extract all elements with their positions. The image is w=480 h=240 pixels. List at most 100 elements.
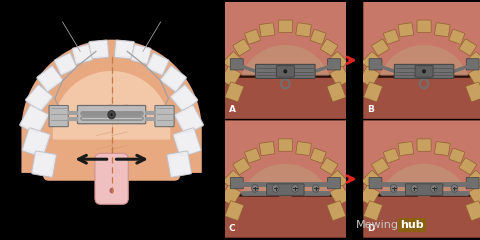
FancyBboxPatch shape — [160, 66, 186, 92]
Text: A: A — [229, 105, 236, 114]
FancyBboxPatch shape — [20, 105, 48, 135]
FancyBboxPatch shape — [398, 23, 414, 37]
FancyBboxPatch shape — [359, 185, 380, 206]
FancyBboxPatch shape — [72, 44, 92, 64]
FancyBboxPatch shape — [372, 158, 389, 174]
FancyBboxPatch shape — [225, 82, 244, 102]
FancyBboxPatch shape — [259, 23, 275, 37]
Ellipse shape — [431, 185, 437, 192]
FancyBboxPatch shape — [466, 82, 480, 102]
FancyBboxPatch shape — [256, 64, 315, 78]
FancyBboxPatch shape — [468, 66, 480, 87]
FancyBboxPatch shape — [89, 40, 109, 59]
FancyBboxPatch shape — [468, 185, 480, 206]
FancyBboxPatch shape — [225, 197, 346, 238]
FancyBboxPatch shape — [233, 158, 251, 174]
FancyBboxPatch shape — [296, 23, 312, 37]
FancyBboxPatch shape — [49, 106, 68, 127]
FancyBboxPatch shape — [364, 201, 383, 221]
FancyBboxPatch shape — [327, 52, 348, 71]
FancyBboxPatch shape — [372, 39, 389, 56]
Polygon shape — [224, 120, 347, 193]
Ellipse shape — [109, 188, 114, 193]
Polygon shape — [380, 164, 468, 208]
FancyBboxPatch shape — [320, 39, 338, 56]
FancyBboxPatch shape — [245, 148, 261, 163]
FancyBboxPatch shape — [449, 29, 465, 44]
FancyBboxPatch shape — [276, 66, 294, 77]
FancyBboxPatch shape — [225, 201, 244, 221]
FancyBboxPatch shape — [415, 66, 433, 77]
Ellipse shape — [422, 70, 426, 73]
FancyBboxPatch shape — [230, 59, 243, 70]
Text: D: D — [368, 224, 375, 233]
FancyBboxPatch shape — [225, 78, 346, 119]
Ellipse shape — [252, 185, 258, 192]
Ellipse shape — [312, 185, 319, 192]
FancyBboxPatch shape — [384, 29, 399, 44]
FancyBboxPatch shape — [25, 85, 53, 112]
FancyBboxPatch shape — [233, 39, 251, 56]
FancyBboxPatch shape — [95, 153, 128, 204]
FancyBboxPatch shape — [417, 20, 431, 32]
FancyBboxPatch shape — [369, 59, 382, 70]
FancyBboxPatch shape — [167, 151, 192, 177]
FancyBboxPatch shape — [245, 29, 261, 44]
Polygon shape — [380, 45, 468, 90]
FancyBboxPatch shape — [220, 66, 241, 87]
FancyBboxPatch shape — [362, 52, 382, 71]
Ellipse shape — [284, 70, 287, 73]
Ellipse shape — [108, 111, 115, 119]
FancyBboxPatch shape — [327, 59, 340, 70]
FancyBboxPatch shape — [220, 185, 241, 206]
FancyBboxPatch shape — [330, 66, 350, 87]
FancyBboxPatch shape — [310, 148, 326, 163]
Ellipse shape — [272, 185, 279, 192]
FancyBboxPatch shape — [466, 170, 480, 190]
FancyBboxPatch shape — [320, 158, 338, 174]
FancyBboxPatch shape — [369, 178, 382, 189]
FancyBboxPatch shape — [146, 53, 169, 75]
Ellipse shape — [292, 185, 299, 192]
FancyBboxPatch shape — [434, 142, 450, 156]
FancyBboxPatch shape — [406, 184, 443, 195]
Polygon shape — [241, 45, 329, 90]
FancyBboxPatch shape — [466, 59, 479, 70]
FancyBboxPatch shape — [466, 178, 479, 189]
FancyBboxPatch shape — [77, 106, 146, 124]
FancyBboxPatch shape — [170, 85, 198, 112]
FancyBboxPatch shape — [155, 106, 174, 127]
FancyBboxPatch shape — [223, 170, 243, 190]
FancyBboxPatch shape — [43, 140, 180, 181]
FancyBboxPatch shape — [278, 20, 292, 32]
FancyBboxPatch shape — [362, 170, 382, 190]
FancyBboxPatch shape — [327, 178, 340, 189]
FancyBboxPatch shape — [330, 185, 350, 206]
FancyBboxPatch shape — [363, 78, 480, 119]
FancyBboxPatch shape — [327, 170, 348, 190]
Polygon shape — [363, 2, 480, 74]
FancyBboxPatch shape — [466, 52, 480, 71]
Text: B: B — [368, 105, 374, 114]
Polygon shape — [363, 120, 480, 193]
Text: C: C — [229, 224, 236, 233]
FancyBboxPatch shape — [417, 139, 431, 151]
FancyBboxPatch shape — [54, 53, 77, 75]
Text: hub: hub — [400, 220, 424, 230]
Polygon shape — [224, 2, 347, 74]
FancyBboxPatch shape — [296, 142, 312, 156]
FancyBboxPatch shape — [259, 142, 275, 156]
FancyBboxPatch shape — [449, 148, 465, 163]
FancyBboxPatch shape — [278, 139, 292, 151]
FancyBboxPatch shape — [466, 201, 480, 221]
FancyBboxPatch shape — [459, 39, 477, 56]
FancyBboxPatch shape — [32, 151, 56, 177]
Ellipse shape — [390, 185, 397, 192]
FancyBboxPatch shape — [22, 128, 50, 157]
FancyBboxPatch shape — [359, 66, 380, 87]
FancyBboxPatch shape — [327, 201, 346, 221]
FancyBboxPatch shape — [434, 23, 450, 37]
FancyBboxPatch shape — [230, 178, 243, 189]
Polygon shape — [241, 164, 329, 208]
FancyBboxPatch shape — [363, 197, 480, 238]
